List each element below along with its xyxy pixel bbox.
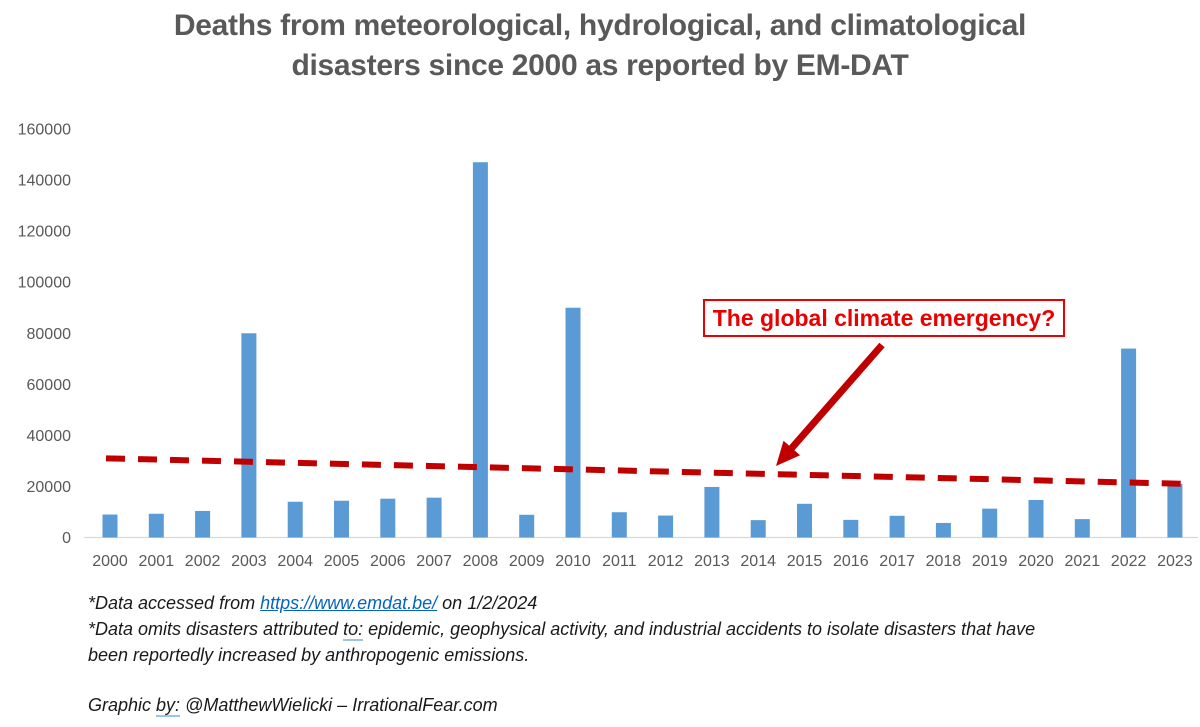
footnote-credit-underlined: by: [156, 695, 181, 717]
x-tick-label-2020: 2020 [1018, 553, 1054, 570]
y-tick-label-0: 0 [62, 530, 71, 547]
footnote-omits-underlined: to: [343, 619, 364, 641]
chart-title: Deaths from meteorological, hydrological… [0, 6, 1200, 86]
x-tick-label-2015: 2015 [787, 553, 823, 570]
footnote-source: *Data accessed from https://www.emdat.be… [88, 590, 1173, 616]
x-tick-label-2023: 2023 [1157, 553, 1193, 570]
y-tick-label-60000: 60000 [27, 377, 72, 394]
annotation-arrow-shaft [786, 342, 885, 454]
bar-2016 [843, 519, 859, 538]
footnote-source-prefix: *Data accessed from [88, 593, 261, 613]
bar-2004 [287, 501, 303, 538]
bar-2005 [334, 500, 349, 538]
x-tick-label-2012: 2012 [648, 553, 684, 570]
y-tick-label-140000: 140000 [18, 173, 71, 190]
chart-title-line2: disasters since 2000 as reported by EM-D… [291, 49, 909, 82]
y-tick-label-80000: 80000 [27, 326, 72, 343]
bar-2013 [704, 486, 720, 538]
x-tick-label-2005: 2005 [324, 553, 360, 570]
emdat-link[interactable]: https://www.emdat.be/ [260, 593, 438, 613]
chart-title-line1: Deaths from meteorological, hydrological… [173, 9, 1027, 42]
x-tick-label-2013: 2013 [694, 553, 730, 570]
bar-2001 [148, 513, 164, 538]
bar-2015 [797, 503, 812, 538]
x-tick-label-2019: 2019 [972, 553, 1008, 570]
bar-2021 [1074, 519, 1090, 538]
x-tick-label-2006: 2006 [370, 553, 406, 570]
bar-2017 [889, 515, 905, 538]
bar-2011 [611, 512, 627, 538]
y-tick-label-160000: 160000 [18, 122, 71, 139]
footnote-omits-line2: been reportedly increased by anthropogen… [88, 645, 530, 665]
x-tick-label-2010: 2010 [555, 553, 591, 570]
footnotes: *Data accessed from https://www.emdat.be… [88, 590, 1173, 718]
footnote-credit-part1: Graphic [88, 695, 157, 715]
x-tick-label-2004: 2004 [277, 553, 313, 570]
bar-2019 [982, 508, 998, 538]
bar-2023 [1167, 483, 1183, 538]
bar-2000 [102, 514, 118, 538]
bar-2022 [1121, 348, 1137, 538]
bar-2003 [241, 333, 257, 538]
footnote-credit-part2: @MatthewWielicki – IrrationalFear.com [180, 695, 498, 715]
y-tick-label-20000: 20000 [27, 479, 72, 496]
footnote-source-suffix: on 1/2/2024 [437, 593, 538, 613]
bar-2008 [472, 162, 488, 538]
bar-2012 [658, 515, 674, 538]
bar-2009 [519, 514, 535, 538]
annotation-box: The global climate emergency? [703, 299, 1065, 337]
bar-2010 [565, 307, 581, 538]
bar-2007 [426, 497, 442, 538]
x-tick-label-2009: 2009 [509, 553, 545, 570]
x-tick-label-2007: 2007 [416, 553, 452, 570]
x-tick-label-2022: 2022 [1111, 553, 1147, 570]
x-tick-label-2014: 2014 [740, 553, 776, 570]
x-tick-label-2011: 2011 [602, 553, 637, 570]
bar-2002 [195, 510, 211, 538]
bar-2018 [935, 522, 951, 538]
x-tick-label-2001: 2001 [139, 553, 175, 570]
x-tick-label-2016: 2016 [833, 553, 869, 570]
x-tick-label-2000: 2000 [92, 553, 128, 570]
x-tick-label-2021: 2021 [1065, 553, 1101, 570]
annotation-arrow-head [776, 440, 801, 466]
bar-2006 [380, 498, 396, 538]
footnote-credit: Graphic by: @MatthewWielicki – Irrationa… [88, 692, 1173, 718]
annotation-text: The global climate emergency? [712, 304, 1056, 331]
x-tick-label-2017: 2017 [879, 553, 915, 570]
x-tick-label-2003: 2003 [231, 553, 267, 570]
bar-2020 [1028, 499, 1044, 538]
y-tick-label-120000: 120000 [18, 224, 71, 241]
footnote-omits-part2: epidemic, geophysical activity, and indu… [363, 619, 1036, 639]
footnote-omits-line1: *Data omits disasters attributed to: epi… [88, 616, 1173, 642]
bar-2014 [750, 520, 766, 538]
trend-line [105, 455, 1189, 487]
x-tick-label-2018: 2018 [926, 553, 962, 570]
x-tick-label-2008: 2008 [463, 553, 499, 570]
footnote-omits-part1: *Data omits disasters attributed [88, 619, 344, 639]
y-tick-label-100000: 100000 [18, 275, 71, 292]
x-tick-label-2002: 2002 [185, 553, 221, 570]
y-tick-label-40000: 40000 [27, 428, 72, 445]
